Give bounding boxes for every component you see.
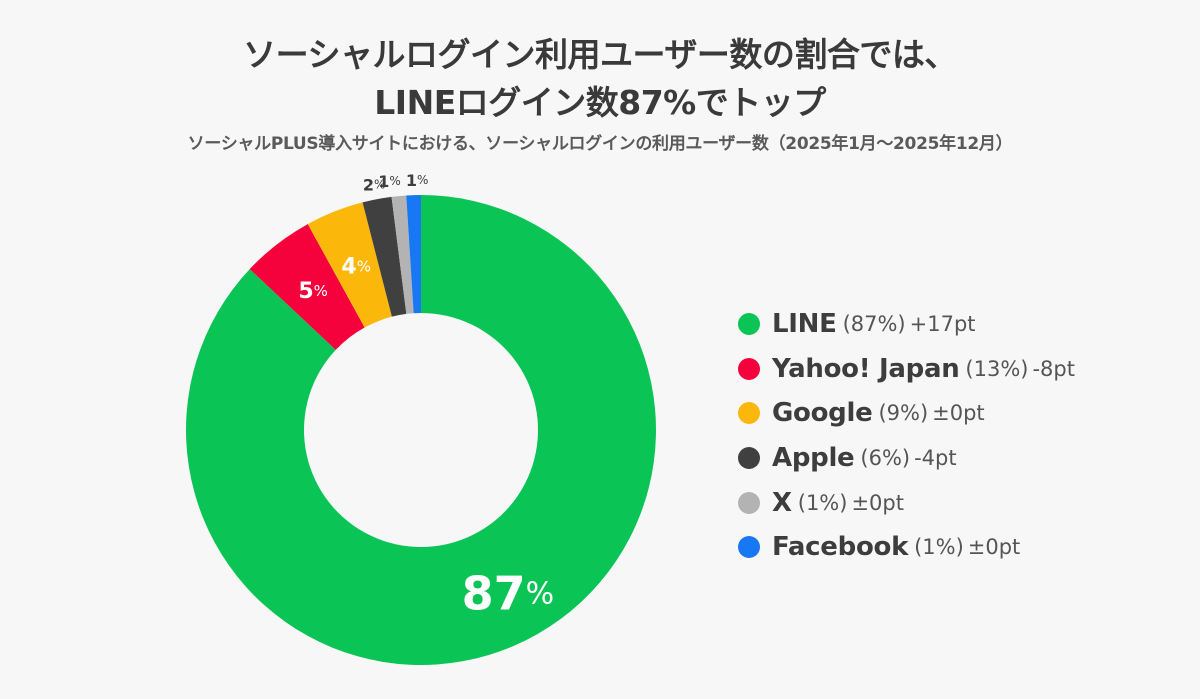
legend-dot-icon: [738, 313, 760, 336]
legend-item-x: X (1%) ±0pt: [738, 480, 1075, 525]
chart-title-line2: LINEログイン数87%でトップ: [374, 83, 826, 122]
legend-dot-icon: [738, 357, 760, 380]
slice-label: 2%: [363, 175, 386, 194]
chart-subtitle: ソーシャルPLUS導入サイトにおける、ソーシャルログインの利用ユーザー数（202…: [187, 134, 1013, 154]
legend-dot-icon: [738, 491, 760, 514]
legend-name: Google: [772, 398, 873, 429]
legend-dot-icon: [738, 536, 760, 559]
donut-slice-x: [391, 195, 414, 314]
legend-item-apple: Apple (6%) -4pt: [738, 436, 1075, 481]
slice-label: 1%: [406, 171, 429, 190]
legend-change: ±0pt: [851, 490, 904, 515]
legend-percent: (6%): [860, 446, 911, 471]
legend-name: LINE: [772, 309, 837, 340]
legend-item-google: Google (9%) ±0pt: [738, 391, 1075, 436]
slice-label: 1%: [378, 172, 401, 191]
legend: LINE (87%) +17pt Yahoo! Japan (13%) -8pt…: [738, 302, 1075, 570]
chart-title-line1: ソーシャルログイン利用ユーザー数の割合では、: [243, 35, 957, 74]
legend-percent: (13%): [965, 356, 1029, 381]
donut-slice-apple: [362, 196, 407, 317]
slice-label: 4%: [341, 254, 371, 279]
legend-change: ±0pt: [932, 401, 985, 426]
legend-percent: (87%): [842, 312, 906, 337]
legend-item-yahoo-japan: Yahoo! Japan (13%) -8pt: [738, 347, 1075, 392]
legend-dot-icon: [738, 447, 760, 470]
legend-name: Yahoo! Japan: [772, 353, 960, 384]
legend-percent: (1%): [797, 490, 848, 515]
legend-name: X: [772, 487, 792, 518]
legend-name: Apple: [772, 443, 855, 474]
legend-item-facebook: Facebook (1%) ±0pt: [738, 525, 1075, 570]
legend-item-line: LINE (87%) +17pt: [738, 302, 1075, 347]
legend-percent: (9%): [878, 401, 929, 426]
slice-label: 5%: [298, 278, 328, 303]
donut-slice-line: [186, 195, 656, 665]
legend-name: Facebook: [772, 532, 909, 563]
legend-percent: (1%): [914, 535, 964, 560]
legend-change: -4pt: [914, 446, 957, 471]
donut-slice-facebook: [406, 195, 421, 314]
legend-change: ±0pt: [967, 535, 1021, 560]
donut-slice-yahoo-japan: [249, 224, 365, 350]
slice-label: 87%: [462, 566, 555, 620]
legend-dot-icon: [738, 402, 760, 425]
legend-change: +17pt: [909, 312, 976, 337]
donut-slice-google: [307, 202, 392, 328]
legend-change: -8pt: [1032, 356, 1075, 381]
